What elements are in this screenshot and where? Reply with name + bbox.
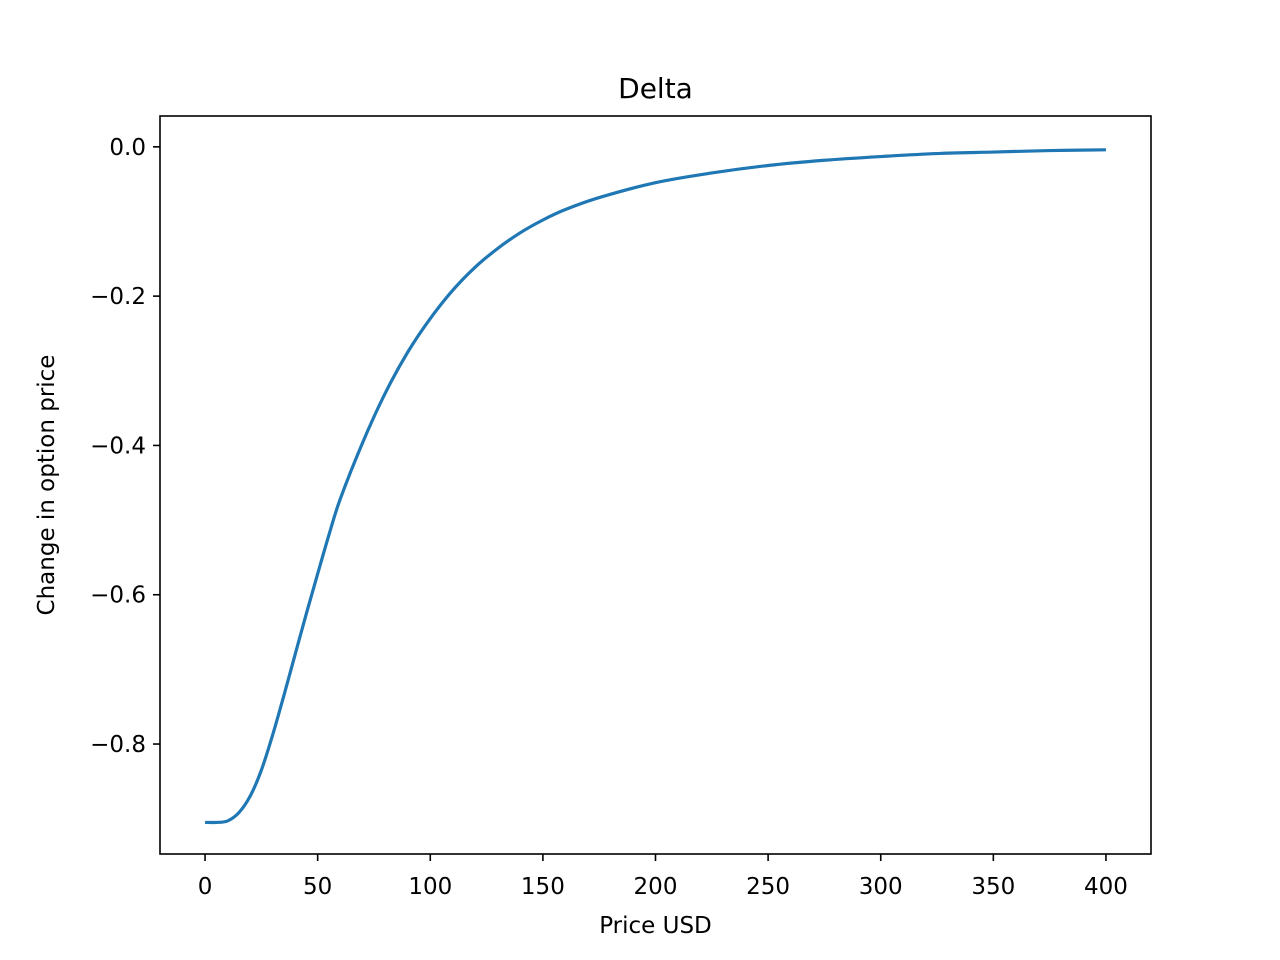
x-tick-label: 350 bbox=[971, 874, 1015, 900]
x-tick-label: 100 bbox=[408, 874, 452, 900]
y-axis: 0.0 −0.2 −0.4 −0.6 −0.8 bbox=[90, 135, 160, 758]
delta-series-line bbox=[205, 148, 1106, 825]
x-tick-label: 50 bbox=[303, 874, 332, 900]
chart-title: Delta bbox=[618, 72, 693, 105]
x-tick-label: 300 bbox=[859, 874, 903, 900]
x-tick-label: 0 bbox=[198, 874, 213, 900]
y-tick-label: −0.2 bbox=[90, 284, 146, 310]
x-axis-label: Price USD bbox=[599, 913, 712, 939]
y-tick-label: −0.8 bbox=[90, 732, 146, 758]
y-axis-label: Change in option price bbox=[34, 355, 60, 616]
x-tick-label: 400 bbox=[1084, 874, 1128, 900]
plot-area bbox=[205, 148, 1106, 825]
y-tick-label: −0.6 bbox=[90, 583, 146, 609]
y-tick-label: −0.4 bbox=[90, 433, 146, 459]
x-axis: 0 50 100 150 200 250 300 350 400 bbox=[198, 854, 1128, 900]
x-tick-label: 200 bbox=[634, 874, 678, 900]
x-tick-label: 150 bbox=[521, 874, 565, 900]
x-tick-label: 250 bbox=[746, 874, 790, 900]
y-tick-label: 0.0 bbox=[109, 135, 146, 161]
